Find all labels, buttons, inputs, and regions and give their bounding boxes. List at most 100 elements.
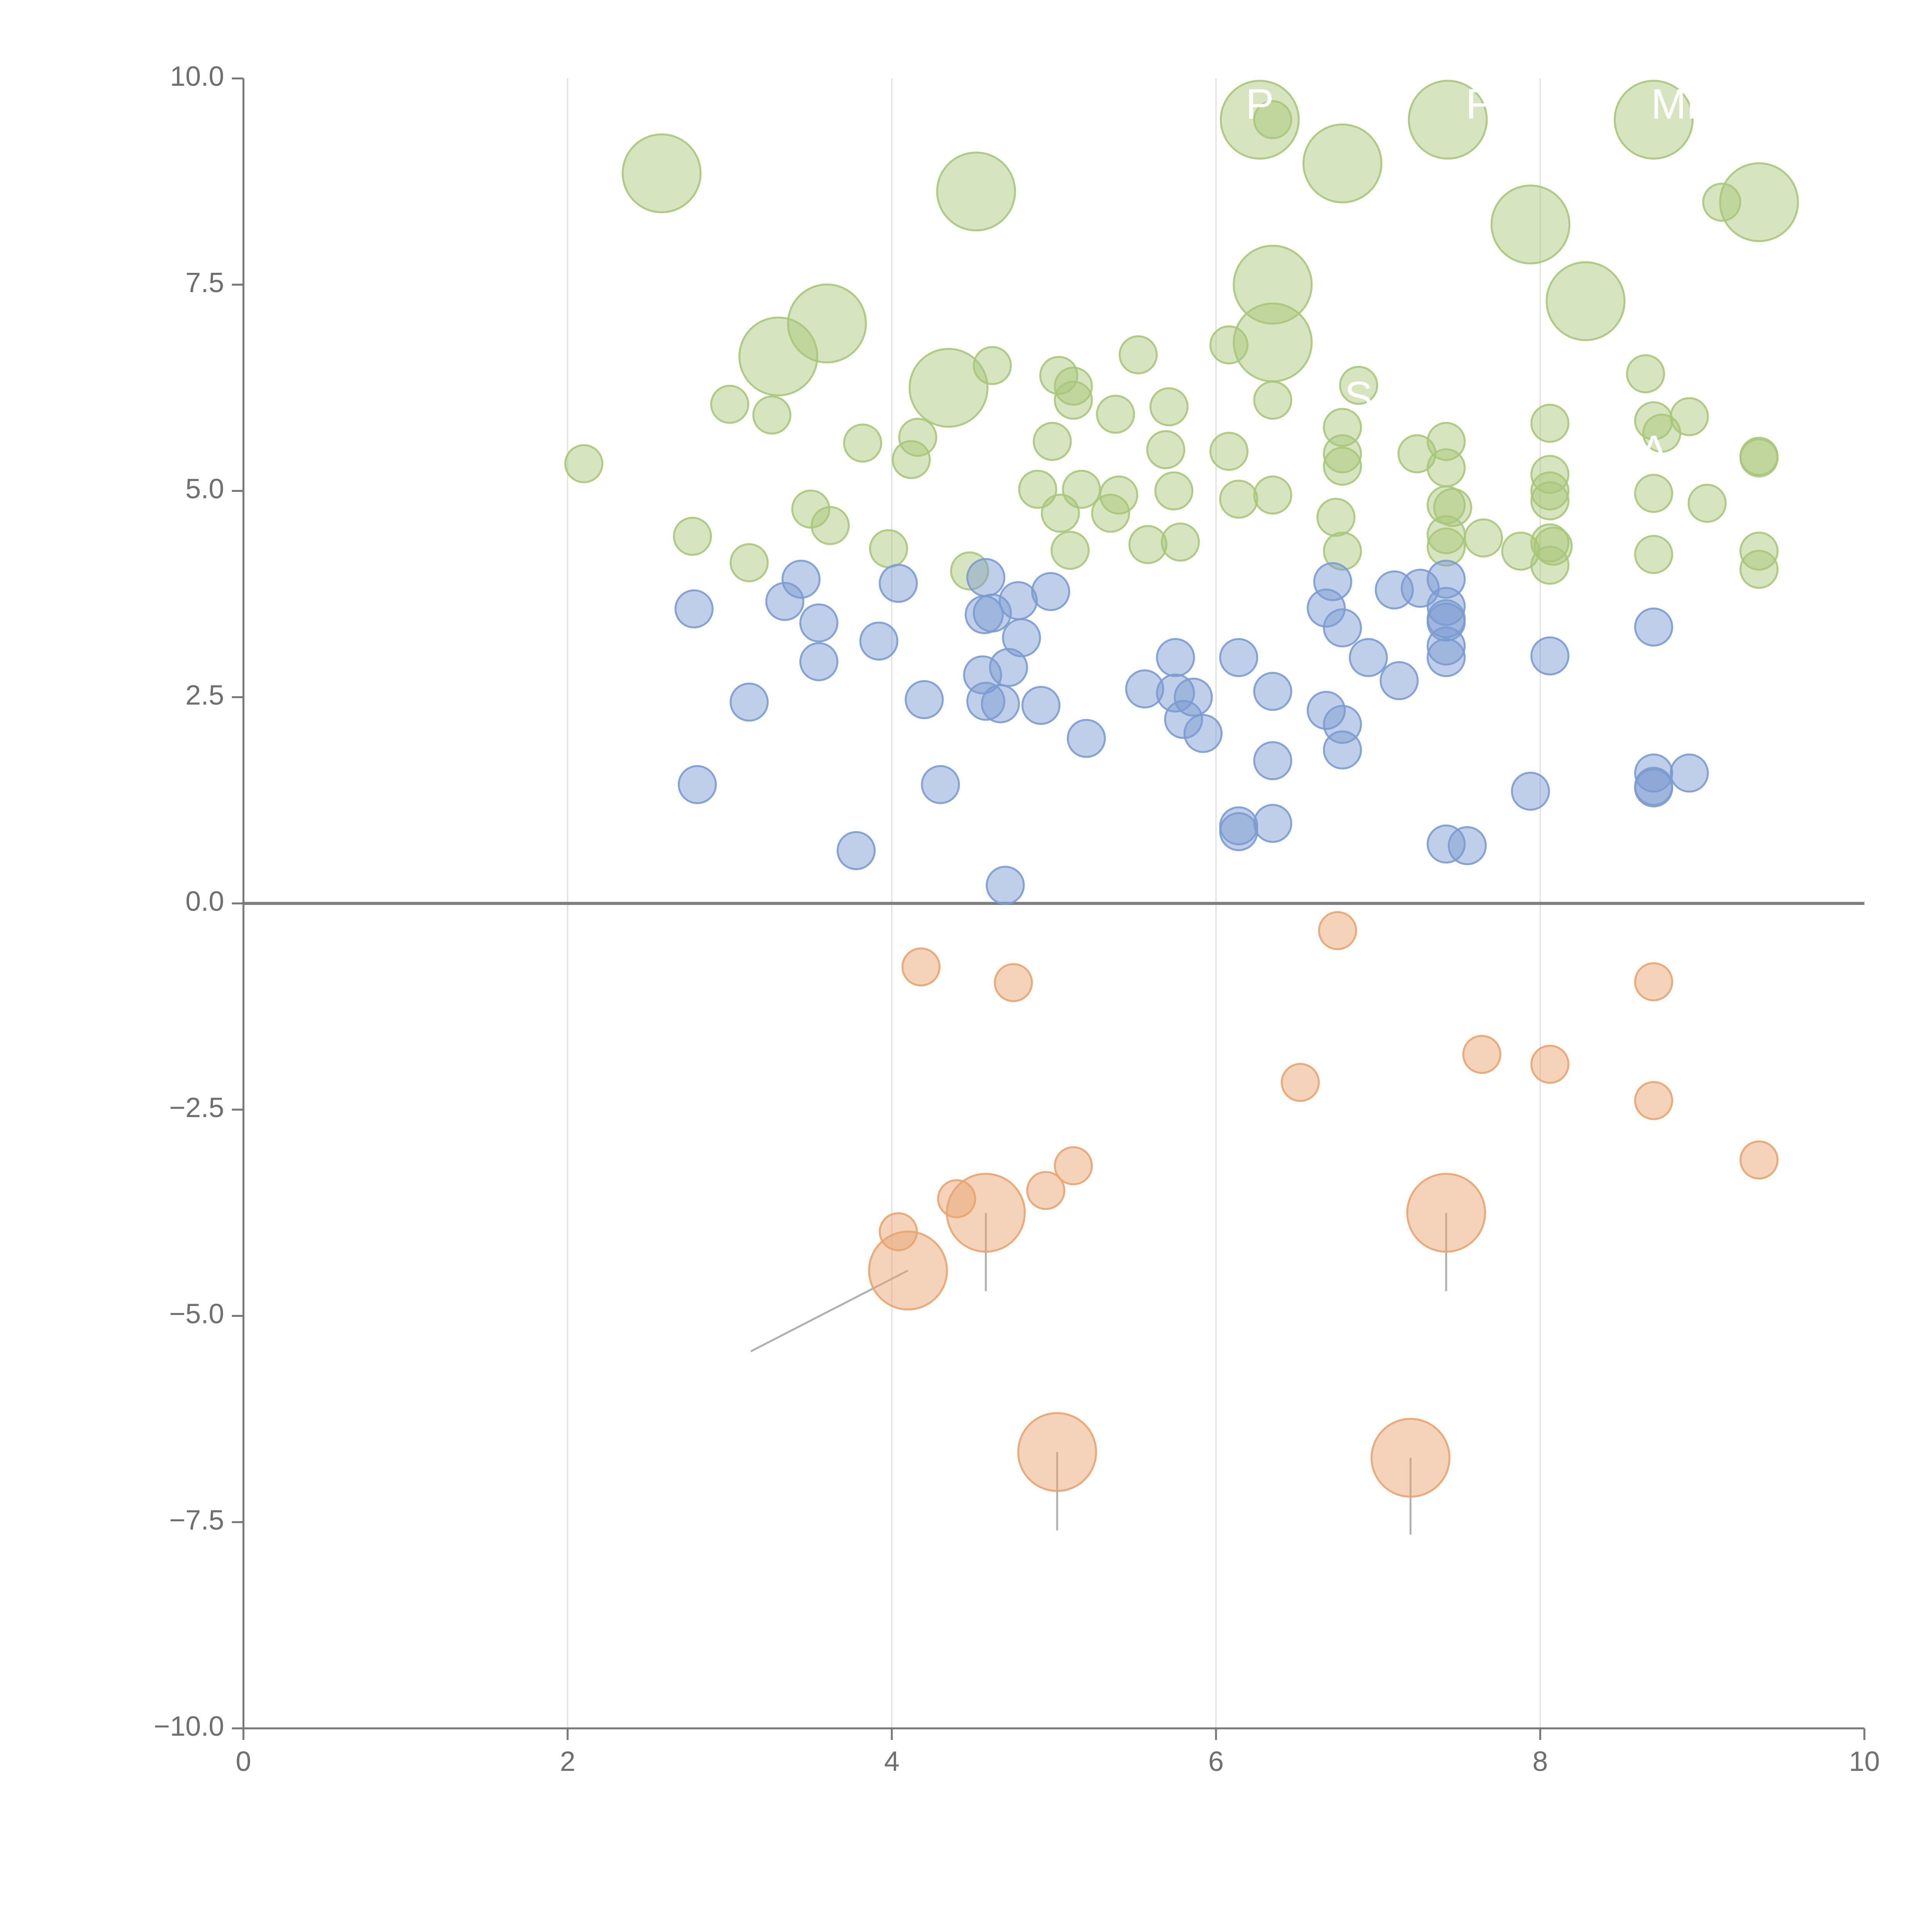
blue-point	[1379, 661, 1419, 701]
annotation-label: A	[1639, 427, 1668, 474]
blue-point	[966, 558, 1005, 597]
green-point	[1032, 422, 1072, 461]
blue-point	[1183, 714, 1223, 753]
green-point	[1739, 438, 1779, 478]
green-point	[564, 444, 604, 483]
blue-point	[1427, 560, 1466, 599]
green-point	[1427, 448, 1466, 488]
green-point	[1054, 366, 1093, 406]
green-point	[1018, 469, 1058, 509]
blue-point	[730, 682, 769, 722]
green-point	[1062, 469, 1101, 509]
blue-point	[964, 595, 1004, 634]
x-tick-label: 0	[236, 1746, 251, 1777]
green-point	[1128, 525, 1168, 564]
green-point	[1050, 531, 1090, 570]
blue-point	[1670, 753, 1709, 793]
blue-point	[1530, 636, 1570, 675]
blue-point	[986, 866, 1025, 905]
blue-point	[1125, 669, 1164, 709]
y-tick-label: 5.0	[185, 474, 224, 505]
y-tick-label: 10.0	[170, 61, 224, 92]
orange-point	[1017, 1412, 1097, 1492]
orange-point	[1634, 962, 1673, 1002]
blue-point	[1002, 618, 1041, 658]
blue-point	[1634, 607, 1673, 647]
blue-point	[678, 765, 717, 804]
green-point	[1253, 100, 1293, 139]
blue-point	[1173, 677, 1213, 717]
green-point	[1099, 475, 1138, 515]
y-tick-label: −2.5	[169, 1092, 224, 1123]
green-point	[1530, 546, 1570, 585]
blue-point	[1511, 772, 1550, 811]
blue-point	[1427, 587, 1466, 626]
green-point	[738, 316, 818, 396]
green-point	[1219, 80, 1300, 160]
blue-point	[1427, 602, 1466, 642]
green-point	[1233, 245, 1313, 325]
green-point	[1634, 474, 1673, 513]
blue-point	[1164, 700, 1203, 739]
y-tick-label: −10.0	[154, 1711, 224, 1742]
annotation-label: S	[1344, 373, 1372, 421]
blue-point	[1447, 826, 1487, 866]
blue-point	[1253, 672, 1293, 711]
blue-point	[837, 831, 876, 870]
orange-point	[1026, 1171, 1066, 1210]
x-tick-label: 4	[884, 1746, 900, 1777]
green-point	[1149, 387, 1189, 427]
blue-point	[1156, 638, 1195, 677]
blue-point	[1066, 719, 1106, 758]
blue-point	[1219, 812, 1259, 851]
orange-point	[1634, 1081, 1673, 1120]
green-point	[622, 133, 702, 213]
green-point	[1323, 446, 1362, 486]
orange-point	[1371, 1418, 1451, 1498]
blue-point	[989, 648, 1028, 687]
blue-point	[1634, 753, 1673, 793]
blue-point	[799, 642, 838, 681]
green-point	[1119, 335, 1158, 374]
blue-point	[1253, 804, 1293, 843]
green-point	[1054, 381, 1093, 420]
blue-point	[905, 680, 944, 719]
green-point	[1546, 261, 1626, 341]
orange-point	[994, 963, 1033, 1002]
green-point	[950, 551, 989, 591]
green-point	[973, 346, 1012, 385]
blue-point	[1427, 626, 1466, 666]
blue-point	[1306, 588, 1346, 628]
blue-point	[1349, 638, 1388, 677]
blue-point	[1031, 572, 1070, 611]
annotation-label: P	[1246, 80, 1274, 128]
blue-point	[1427, 638, 1466, 677]
green-point	[1253, 381, 1293, 420]
green-point	[1209, 432, 1249, 471]
green-point	[1408, 80, 1488, 160]
green-point	[1626, 354, 1665, 393]
green-point	[843, 423, 882, 463]
blue-point	[765, 582, 804, 621]
green-point	[1397, 434, 1437, 473]
green-point	[811, 506, 850, 545]
blue-point	[1219, 638, 1259, 677]
blue-point	[879, 564, 918, 603]
green-point	[1702, 182, 1742, 222]
blue-point	[981, 684, 1020, 723]
blue-point	[1313, 562, 1352, 601]
green-point	[673, 517, 712, 556]
y-tick-label: 2.5	[185, 680, 224, 711]
orange-point	[1281, 1063, 1320, 1102]
green-point	[1323, 434, 1362, 473]
x-tick-label: 6	[1208, 1746, 1224, 1777]
axes: −10.0 −7.5 −5.0 −2.5 0.0 2.5 5.0 7.5 10.0 0 2 4 6 8 10	[154, 61, 1880, 1777]
annotation-label: MB	[1651, 80, 1715, 128]
annotation-label: F	[1466, 80, 1492, 128]
blue-point	[998, 581, 1038, 620]
orange-point	[946, 1173, 1026, 1253]
green-point	[1253, 475, 1293, 515]
green-point	[1302, 123, 1383, 204]
green-point	[1427, 527, 1466, 567]
